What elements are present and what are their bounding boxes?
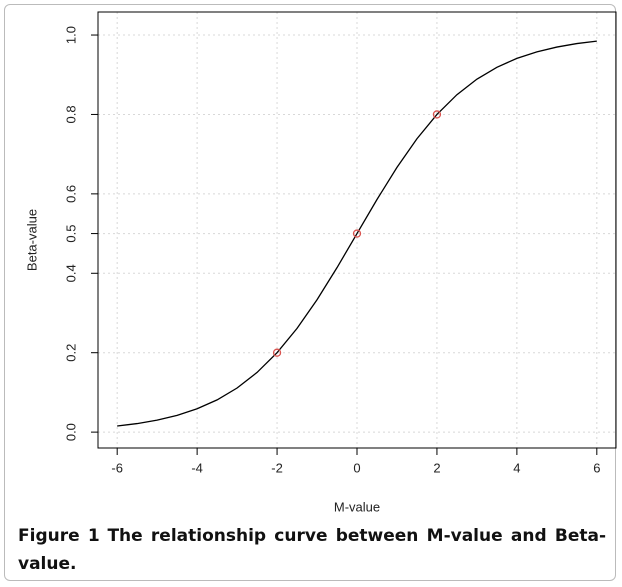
caption-text: The relationship curve between M-value a… (18, 526, 607, 574)
y-tick-label: 0.2 (63, 344, 78, 362)
y-tick-label: 0.4 (63, 264, 78, 282)
chart: M-value Beta-value -6 -4 -2 0 2 4 6 0.0 0.2 0.4 0.… (24, 11, 617, 514)
y-tick-label: 0.0 (63, 423, 78, 441)
point (352, 229, 362, 238)
y-axis-label: Beta-value (24, 209, 39, 271)
x-tick-label: -4 (191, 460, 203, 475)
x-axis-label: M-value (334, 499, 380, 514)
caption-label: Figure 1 (18, 526, 100, 546)
x-tick-label: -6 (111, 460, 123, 475)
curve (117, 40, 597, 427)
x-tick-label: 4 (513, 460, 520, 475)
caption: Figure 1 The relationship curve between … (18, 522, 606, 578)
x-tick-label: 0 (353, 460, 360, 475)
point (272, 348, 282, 357)
y-tick-label: 1.0 (63, 26, 78, 44)
y-tick-label: 0.6 (63, 185, 78, 203)
y-tick-label: 0.5 (63, 225, 78, 243)
y-tick-label: 0.8 (63, 105, 78, 123)
x-tick-label: -2 (271, 460, 283, 475)
x-tick-label: 2 (433, 460, 440, 475)
x-tick-label: 6 (593, 460, 600, 475)
point (432, 110, 442, 119)
plot-border (97, 11, 617, 449)
